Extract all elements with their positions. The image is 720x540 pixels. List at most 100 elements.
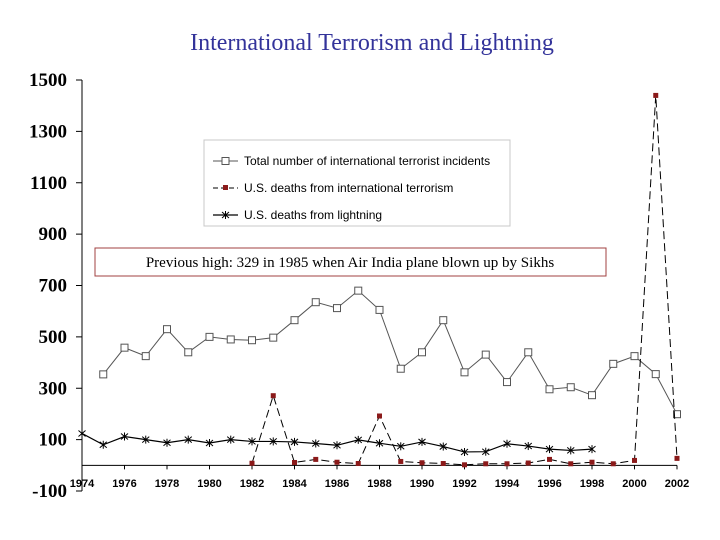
data-point-lightning-deaths — [226, 435, 235, 444]
series-total-number-of-international-terrorist-incidents — [99, 286, 681, 419]
data-point-incidents — [609, 359, 618, 368]
data-point-lightning-deaths — [333, 441, 341, 450]
data-point-incidents — [205, 332, 214, 341]
legend-marker-lightning-deaths — [221, 211, 230, 219]
data-point-terrorism-deaths — [249, 460, 255, 466]
legend-label-lightning-deaths: U.S. deaths from lightning — [244, 208, 382, 222]
data-point-lightning-deaths — [439, 442, 448, 451]
data-point-incidents — [630, 352, 639, 361]
x-tick-label: 2000 — [622, 478, 646, 490]
data-point-incidents — [673, 410, 681, 419]
data-point-lightning-deaths — [524, 442, 533, 451]
data-point-incidents — [141, 352, 150, 361]
y-tick-label: 100 — [39, 430, 68, 451]
data-point-lightning-deaths — [311, 439, 320, 448]
data-point-lightning-deaths — [418, 437, 426, 446]
data-point-lightning-deaths — [269, 437, 278, 446]
x-tick-label: 1998 — [580, 478, 604, 490]
y-tick-label: 1300 — [29, 121, 67, 142]
data-point-incidents — [311, 298, 320, 307]
data-point-incidents — [354, 286, 363, 295]
y-tick-label: 900 — [39, 224, 68, 245]
data-point-incidents — [269, 333, 278, 342]
data-point-terrorism-deaths — [674, 455, 680, 461]
data-point-incidents — [248, 336, 256, 345]
legend-entry-lightning-deaths: U.S. deaths from lightning — [213, 208, 382, 222]
data-point-terrorism-deaths — [292, 459, 297, 465]
data-point-terrorism-deaths — [547, 456, 552, 462]
data-point-incidents — [545, 385, 554, 394]
data-point-terrorism-deaths — [377, 413, 382, 419]
x-tick-label: 1986 — [325, 478, 349, 490]
annotation-box — [94, 247, 607, 277]
series-layer — [78, 92, 681, 468]
data-point-lightning-deaths — [545, 445, 554, 454]
data-point-terrorism-deaths — [334, 459, 340, 465]
y-tick-label: -100 — [32, 481, 67, 502]
x-axis-ticks: 1974 1976 1978 1980 1982 1984 1986 1988 1990 1992… — [70, 465, 689, 490]
x-tick-label: 1982 — [240, 478, 264, 490]
data-point-incidents — [503, 378, 511, 387]
data-point-incidents — [418, 348, 426, 357]
data-point-incidents — [184, 348, 193, 357]
data-point-terrorism-deaths — [440, 461, 446, 467]
y-tick-label: 500 — [39, 327, 68, 348]
legend-entry-incidents: Total number of international terrorist … — [213, 154, 490, 168]
y-tick-label: 1100 — [30, 173, 67, 194]
series-line-terrorism-deaths — [251, 95, 678, 466]
data-point-terrorism-deaths — [398, 458, 404, 464]
x-tick-label: 2002 — [665, 478, 689, 490]
data-point-incidents — [99, 370, 108, 379]
data-point-lightning-deaths — [354, 435, 363, 444]
y-tick-label: 1500 — [29, 70, 67, 91]
data-point-terrorism-deaths — [653, 92, 659, 98]
data-point-lightning-deaths — [99, 440, 108, 449]
y-tick-label: 700 — [39, 276, 68, 297]
series-u-s-deaths-from-international-terrorism — [249, 92, 680, 468]
data-point-terrorism-deaths — [568, 461, 574, 467]
data-point-incidents — [226, 335, 235, 344]
data-point-incidents — [651, 370, 660, 379]
data-point-incidents — [481, 350, 490, 359]
data-point-terrorism-deaths — [632, 457, 637, 463]
data-point-terrorism-deaths — [610, 461, 616, 467]
x-tick-label: 1990 — [410, 478, 434, 490]
data-point-incidents — [290, 316, 299, 325]
x-tick-label: 1996 — [537, 478, 561, 490]
legend: Total number of international terrorist … — [203, 139, 511, 227]
data-point-lightning-deaths — [460, 447, 469, 456]
x-tick-label: 1988 — [367, 478, 391, 490]
x-tick-label: 1984 — [282, 478, 307, 490]
data-point-lightning-deaths — [184, 435, 193, 444]
data-point-incidents — [588, 391, 596, 400]
data-point-terrorism-deaths — [589, 459, 595, 465]
annotation-text: Previous high: 329 in 1985 when Air Indi… — [146, 255, 554, 271]
data-point-lightning-deaths — [205, 438, 214, 447]
data-point-incidents — [439, 316, 448, 325]
data-point-lightning-deaths — [588, 445, 596, 454]
data-point-incidents — [163, 325, 171, 334]
x-tick-label: 1994 — [495, 478, 520, 490]
x-tick-label: 1978 — [155, 478, 179, 490]
data-point-incidents — [396, 364, 405, 373]
data-point-terrorism-deaths — [462, 462, 467, 468]
data-point-terrorism-deaths — [504, 461, 510, 467]
data-point-lightning-deaths — [248, 437, 256, 446]
data-point-incidents — [524, 348, 533, 357]
data-point-lightning-deaths — [78, 429, 86, 438]
data-point-terrorism-deaths — [313, 456, 319, 462]
data-point-terrorism-deaths — [355, 461, 361, 467]
data-point-incidents — [460, 368, 469, 377]
legend-marker-terrorism-deaths — [223, 185, 228, 190]
legend-box — [203, 139, 511, 227]
y-axis-ticks: 1500 1300 1100 900 700 500 300 100 -100 — [29, 70, 82, 502]
annotation: Previous high: 329 in 1985 when Air Indi… — [94, 247, 607, 277]
data-point-lightning-deaths — [396, 442, 405, 451]
legend-label-incidents: Total number of international terrorist … — [244, 154, 490, 168]
legend-label-terrorism-deaths: U.S. deaths from international terrorism — [244, 181, 453, 195]
legend-marker-incidents — [221, 157, 230, 165]
data-point-lightning-deaths — [141, 435, 150, 444]
x-tick-label: 1992 — [452, 478, 476, 490]
data-point-terrorism-deaths — [525, 460, 531, 466]
